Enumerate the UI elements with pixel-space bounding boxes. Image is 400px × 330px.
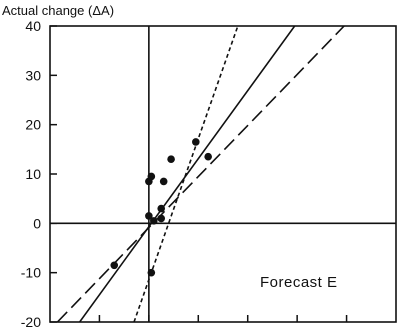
data-point [167,155,175,163]
fit-line-dashed [56,26,345,322]
data-point [145,212,153,220]
y-tick-label: 10 [25,166,41,182]
data-point [204,152,212,161]
fit-line-solid [79,26,296,322]
y-tick-label: 0 [33,215,41,231]
chart-annotation: Forecast E [260,274,338,291]
data-point [192,138,200,146]
y-tick-label: -10 [21,265,41,281]
data-point [150,217,158,225]
y-axis-label: Actual change (ΔA) [2,3,114,18]
y-tick-label: -20 [21,314,41,330]
data-point [157,204,166,213]
y-tick-label: 40 [25,18,41,34]
y-tick-label: 20 [25,117,41,133]
plot-area: 40 30 20 10 0 -10 -20 [21,18,397,330]
data-point [147,268,156,277]
data-point [157,214,166,223]
data-point [159,177,168,186]
y-tick-label: 30 [25,67,41,83]
data-point [110,261,119,270]
data-point [147,172,156,181]
